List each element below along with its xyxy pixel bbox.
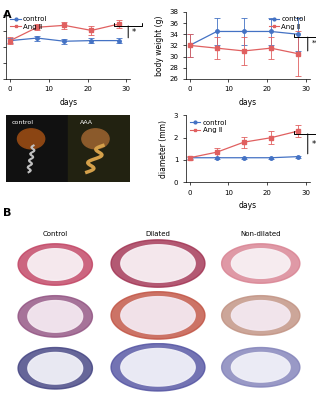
Polygon shape (222, 348, 300, 387)
Text: **: ** (312, 40, 316, 46)
Ellipse shape (82, 129, 109, 149)
Polygon shape (231, 352, 290, 382)
Title: Dilated: Dilated (146, 231, 170, 237)
Polygon shape (111, 240, 205, 287)
Polygon shape (111, 292, 205, 339)
Polygon shape (121, 245, 195, 282)
Title: Control: Control (43, 231, 68, 237)
X-axis label: days: days (59, 98, 77, 107)
X-axis label: days: days (239, 202, 257, 210)
Polygon shape (28, 352, 83, 384)
X-axis label: days: days (239, 98, 257, 107)
Y-axis label: body weight (g): body weight (g) (155, 15, 164, 76)
Text: control: control (11, 120, 33, 125)
Polygon shape (222, 296, 300, 335)
Legend: control, Ang Ⅱ: control, Ang Ⅱ (187, 117, 230, 136)
Legend: control, Ang Ⅱ: control, Ang Ⅱ (266, 13, 308, 32)
Text: B: B (3, 208, 12, 218)
Legend: control, Ang Ⅱ: control, Ang Ⅱ (8, 13, 50, 32)
Polygon shape (231, 249, 290, 278)
Text: AAA: AAA (80, 120, 93, 125)
Polygon shape (111, 344, 205, 391)
Text: A: A (3, 10, 12, 20)
Polygon shape (121, 348, 195, 386)
Bar (6, 116, 68, 182)
Polygon shape (231, 300, 290, 330)
Polygon shape (28, 300, 83, 332)
Polygon shape (222, 244, 300, 283)
Polygon shape (18, 348, 93, 389)
Polygon shape (18, 244, 93, 285)
Bar (68, 116, 130, 182)
Ellipse shape (17, 129, 45, 149)
Text: *: * (132, 28, 136, 36)
Text: *: * (312, 140, 316, 149)
Title: Non-dilated: Non-dilated (240, 231, 281, 237)
Polygon shape (28, 249, 83, 280)
Polygon shape (18, 296, 93, 337)
Polygon shape (121, 297, 195, 334)
Y-axis label: diameter (mm): diameter (mm) (159, 120, 168, 178)
